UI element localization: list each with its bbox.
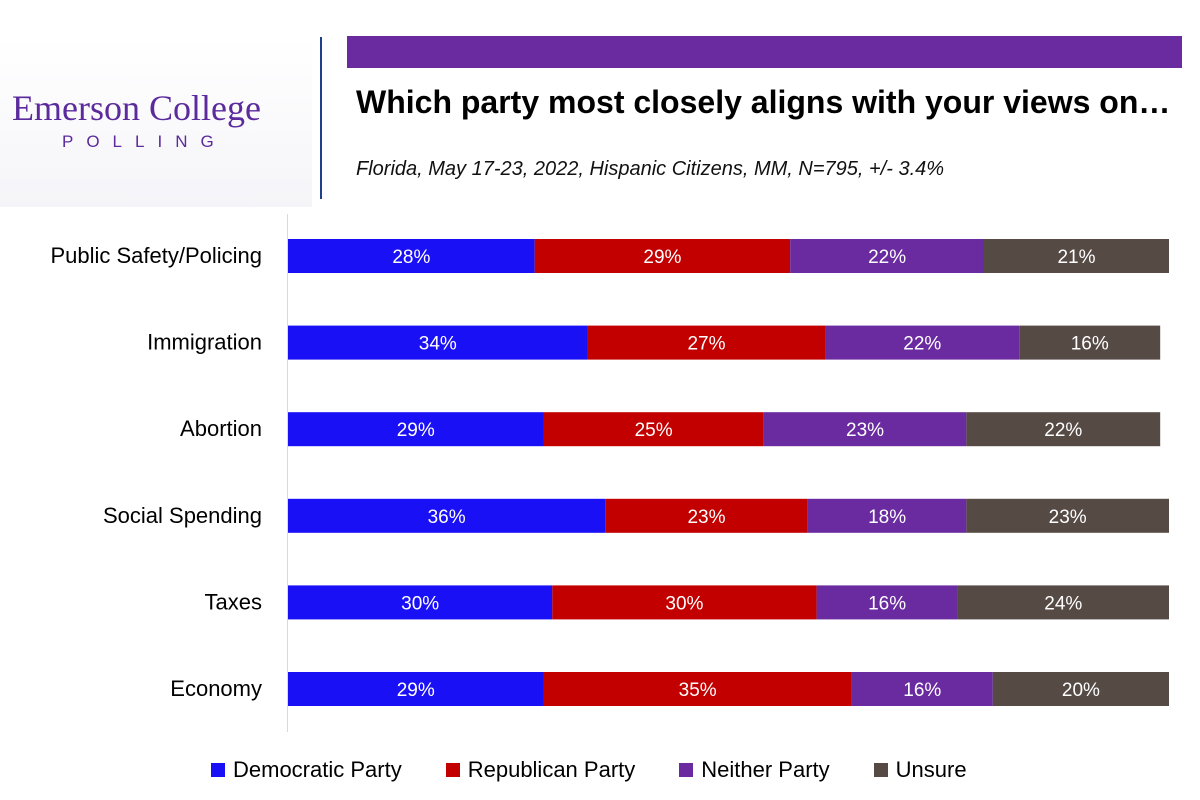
data-label: 27% <box>687 334 725 355</box>
data-label: 23% <box>1049 507 1087 528</box>
data-label: 22% <box>868 247 906 268</box>
category-label: Public Safety/Policing <box>50 243 262 268</box>
data-label: 29% <box>397 680 435 701</box>
data-label: 34% <box>419 334 457 355</box>
bar-segment <box>288 672 544 706</box>
bar-segment <box>543 672 852 706</box>
legend-swatch <box>211 763 225 777</box>
chart-title: Which party most closely aligns with you… <box>356 84 1171 120</box>
bar-segment <box>851 672 993 706</box>
legend-swatch <box>873 763 888 777</box>
bar-segment <box>807 498 967 533</box>
bar-segment <box>966 498 1169 533</box>
chart-subtitle: Florida, May 17-23, 2022, Hispanic Citiz… <box>356 158 945 180</box>
bar-segment <box>825 325 1020 360</box>
bar-segment <box>288 412 544 447</box>
accent-bar <box>347 36 1182 68</box>
data-label: 30% <box>401 593 439 614</box>
logo-sub: POLLING <box>62 132 227 151</box>
category-label: Social Spending <box>103 503 262 528</box>
data-label: 16% <box>1071 334 1109 355</box>
legend-swatch <box>445 763 460 777</box>
category-label: Abortion <box>180 416 262 441</box>
category-label: Taxes <box>205 589 262 614</box>
legend-item: Democratic Party <box>211 757 402 783</box>
bar-segment <box>288 585 553 620</box>
data-label: 23% <box>687 507 725 528</box>
data-label: 22% <box>1044 420 1082 441</box>
chart-legend: Democratic Party Republican Party Neither … <box>211 756 1011 784</box>
data-label: 28% <box>392 247 430 268</box>
bar-segment <box>587 325 826 360</box>
legend-label: Unsure <box>895 757 967 782</box>
data-label: 36% <box>428 507 466 528</box>
header-divider <box>320 37 322 199</box>
data-label: 35% <box>679 680 717 701</box>
bar-segment <box>288 239 535 273</box>
bar-segment <box>534 239 791 273</box>
logo-name: Emerson College <box>12 88 261 128</box>
bar-segment <box>543 412 764 447</box>
bar-segment <box>983 239 1169 273</box>
data-label: 29% <box>397 420 435 441</box>
legend-label: Neither Party <box>701 757 830 782</box>
data-label: 25% <box>635 420 673 441</box>
bar-segment <box>552 585 817 620</box>
data-label: 23% <box>846 420 884 441</box>
legend-swatch <box>679 763 694 777</box>
legend-label: Democratic Party <box>233 757 402 782</box>
legend-item: Republican Party <box>445 757 636 783</box>
data-label: 24% <box>1044 593 1082 614</box>
bar-segment <box>288 498 606 533</box>
data-label: 16% <box>903 680 941 701</box>
bar-segment <box>816 585 958 620</box>
data-label: 20% <box>1062 680 1100 701</box>
category-label: Economy <box>170 676 262 701</box>
category-label: Immigration <box>147 330 262 355</box>
bar-segment <box>1019 325 1161 360</box>
bar-segment <box>763 412 967 447</box>
bar-segment <box>288 325 588 360</box>
logo: Emerson College POLLING <box>0 37 312 207</box>
data-label: 22% <box>903 334 941 355</box>
legend-item: Unsure <box>873 757 967 783</box>
legend-label: Republican Party <box>467 757 636 782</box>
bar-segment <box>790 239 984 273</box>
data-label: 16% <box>868 593 906 614</box>
data-label: 30% <box>665 593 703 614</box>
data-label: 21% <box>1057 247 1095 268</box>
bar-segment <box>992 672 1169 706</box>
bar-segment <box>966 412 1161 447</box>
bar-segment <box>957 585 1169 620</box>
data-label: 18% <box>868 507 906 528</box>
legend-item: Neither Party <box>679 757 830 783</box>
bar-segment <box>605 498 808 533</box>
data-label: 29% <box>643 247 681 268</box>
